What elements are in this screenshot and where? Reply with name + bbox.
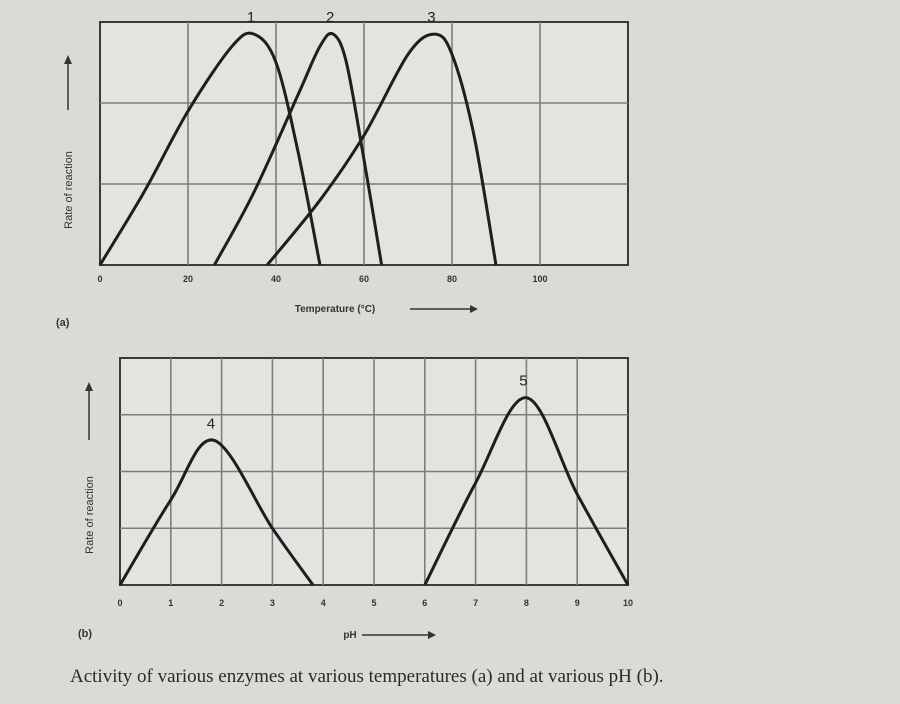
x-tick-label: 80 xyxy=(447,274,457,284)
curve-enzyme-5 xyxy=(423,396,630,586)
curve-label-3: 3 xyxy=(427,9,435,26)
y-axis-label: Rate of reaction xyxy=(84,476,96,554)
curve-label-5: 5 xyxy=(519,373,527,390)
curve-label-4: 4 xyxy=(207,415,215,432)
chart-ph: 0 1 2 3 4 5 6 7 8 9 10 4 5 pH Rate of reaction (b) xyxy=(78,357,633,641)
y-axis-arrow-head xyxy=(85,382,93,391)
y-axis-arrow-head xyxy=(64,55,72,64)
x-tick-label: 10 xyxy=(623,598,633,608)
curve-enzyme-1 xyxy=(98,31,322,266)
x-tick-label: 0 xyxy=(97,274,102,284)
y-axis-label: Rate of reaction xyxy=(63,151,75,229)
figure-caption: Activity of various enzymes at various t… xyxy=(70,666,664,687)
x-tick-label: 7 xyxy=(473,598,478,608)
x-tick-label: 4 xyxy=(321,598,326,608)
x-tick-label: 5 xyxy=(371,598,376,608)
x-tick-label: 1 xyxy=(168,598,173,608)
x-tick-label: 9 xyxy=(575,598,580,608)
x-tick-label: 3 xyxy=(270,598,275,608)
curve-label-2: 2 xyxy=(326,9,334,26)
x-tick-label: 40 xyxy=(271,274,281,284)
x-tick-label: 100 xyxy=(532,274,547,284)
chart-temperature: 0 20 40 60 80 100 1 2 3 Temperature (°C) Rate of r… xyxy=(56,9,629,329)
curve-enzyme-2 xyxy=(213,31,384,266)
x-tick-label: 0 xyxy=(117,598,122,608)
x-axis-arrow-head xyxy=(470,305,478,313)
x-tick-label: 6 xyxy=(422,598,427,608)
x-tick-label: 60 xyxy=(359,274,369,284)
x-axis-label: Temperature (°C) xyxy=(295,304,376,315)
x-axis-label: pH xyxy=(343,630,356,641)
curve-label-1: 1 xyxy=(247,9,255,26)
curve-enzyme-3 xyxy=(266,32,498,266)
x-tick-label: 8 xyxy=(524,598,529,608)
panel-label: (a) xyxy=(56,317,70,329)
panel-label: (b) xyxy=(78,628,92,640)
x-tick-label: 20 xyxy=(183,274,193,284)
curve-enzyme-4 xyxy=(118,438,315,586)
x-axis-arrow-head xyxy=(428,631,436,639)
x-tick-label: 2 xyxy=(219,598,224,608)
